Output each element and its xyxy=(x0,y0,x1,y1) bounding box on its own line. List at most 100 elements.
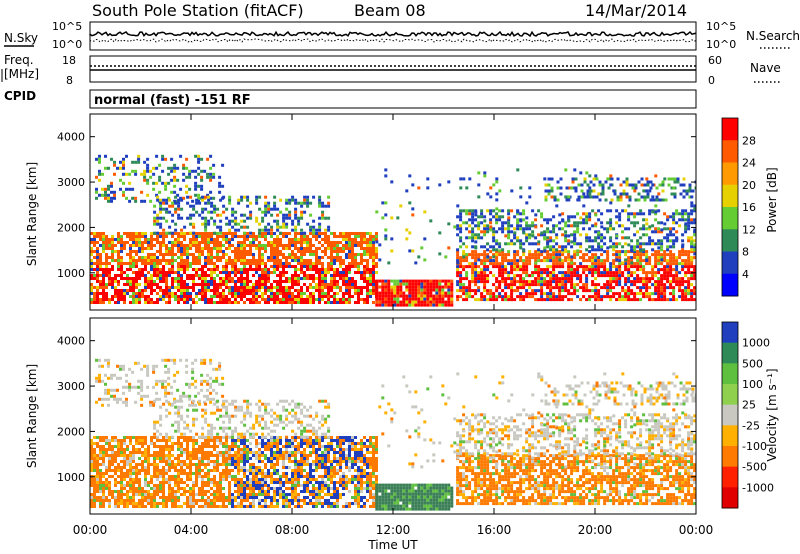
heatmap-cell xyxy=(237,228,241,232)
heatmap-cell xyxy=(559,177,563,181)
heatmap-cell xyxy=(120,292,123,295)
heatmap-cell xyxy=(567,280,571,284)
heatmap-cell xyxy=(348,277,351,280)
heatmap-cell xyxy=(567,242,571,246)
heatmap-cell xyxy=(200,169,204,173)
heatmap-cell xyxy=(333,235,336,238)
heatmap-cell xyxy=(459,227,463,231)
heatmap-cell xyxy=(219,225,223,229)
heatmap-cell xyxy=(93,262,96,265)
heatmap-cell xyxy=(640,177,644,181)
heatmap-cell xyxy=(591,280,595,284)
heatmap-cell xyxy=(192,298,195,301)
heatmap-cell xyxy=(687,289,691,293)
heatmap-cell xyxy=(432,294,436,298)
heatmap-cell xyxy=(186,457,189,460)
heatmap-cell xyxy=(658,198,662,202)
heatmap-cell xyxy=(114,481,117,484)
heatmap-cell xyxy=(243,268,246,271)
heatmap-cell xyxy=(474,289,478,293)
heatmap-cell xyxy=(672,221,676,225)
heatmap-cell xyxy=(423,297,427,301)
heatmap-cell xyxy=(249,253,252,256)
heatmap-cell xyxy=(200,175,204,179)
heatmap-cell xyxy=(519,227,523,231)
heatmap-cell xyxy=(522,209,526,213)
heatmap-cell xyxy=(189,195,193,199)
heatmap-cell xyxy=(237,292,240,295)
heatmap-cell xyxy=(213,265,216,268)
heatmap-cell xyxy=(306,198,310,202)
heatmap-cell xyxy=(264,250,267,253)
heatmap-cell xyxy=(477,195,481,199)
heatmap-cell xyxy=(354,241,357,244)
heatmap-cell xyxy=(651,271,655,275)
heatmap-cell xyxy=(147,247,150,250)
heatmap-cell xyxy=(93,286,96,289)
heatmap-cell xyxy=(634,186,638,190)
heatmap-cell xyxy=(522,231,526,235)
heatmap-cell xyxy=(678,295,682,299)
heatmap-cell xyxy=(249,216,253,220)
heatmap-cell xyxy=(369,283,372,286)
heatmap-cell xyxy=(667,177,671,181)
heatmap-cell xyxy=(185,184,189,188)
heatmap-cell xyxy=(441,300,445,304)
heatmap-cell xyxy=(180,280,183,283)
heatmap-cell xyxy=(321,265,324,268)
heatmap-cell xyxy=(420,282,424,286)
heatmap-cell xyxy=(177,472,180,475)
heatmap-cell xyxy=(135,475,138,478)
heatmap-cell xyxy=(621,230,625,234)
heatmap-cell xyxy=(264,201,268,205)
heatmap-cell xyxy=(378,291,382,295)
heatmap-cell xyxy=(300,268,303,271)
heatmap-cell xyxy=(693,274,696,278)
heatmap-cell xyxy=(159,280,162,283)
heatmap-cell xyxy=(261,298,264,301)
heatmap-cell xyxy=(201,241,204,244)
heatmap-cell xyxy=(549,274,553,278)
heatmap-cell xyxy=(252,283,255,286)
heatmap-cell xyxy=(165,277,168,280)
heatmap-cell xyxy=(483,233,487,237)
heatmap-cell xyxy=(651,298,655,302)
heatmap-cell xyxy=(291,265,294,268)
heatmap-cell xyxy=(270,292,273,295)
heatmap-cell xyxy=(210,204,214,208)
heatmap-cell xyxy=(186,283,189,286)
heatmap-cell xyxy=(147,502,150,505)
heatmap-cell xyxy=(243,241,246,244)
heatmap-cell xyxy=(180,478,183,481)
heatmap-cell xyxy=(498,280,502,284)
heatmap-cell xyxy=(645,277,649,281)
heatmap-cell xyxy=(666,218,670,222)
heatmap-cell xyxy=(162,289,165,292)
heatmap-cell xyxy=(672,259,676,263)
heatmap-cell xyxy=(604,198,608,202)
heatmap-cell xyxy=(96,460,99,463)
heatmap-cell xyxy=(141,235,144,238)
heatmap-cell xyxy=(111,253,114,256)
heatmap-cell xyxy=(126,460,129,463)
heatmap-cell xyxy=(107,184,110,188)
heatmap-cell xyxy=(143,175,147,179)
heatmap-cell xyxy=(198,448,201,451)
heatmap-cell xyxy=(375,288,379,292)
heatmap-cell xyxy=(162,505,165,508)
heatmap-cell xyxy=(678,250,682,254)
heatmap-cell xyxy=(129,235,132,238)
heatmap-cell xyxy=(369,256,372,259)
heatmap-cell xyxy=(279,231,283,235)
heatmap-cell xyxy=(255,295,258,298)
heatmap-cell xyxy=(564,277,568,281)
heatmap-cell xyxy=(117,268,120,271)
heatmap-cell xyxy=(96,457,99,460)
heatmap-cell xyxy=(324,295,327,298)
heatmap-cell xyxy=(495,221,499,225)
heatmap-cell xyxy=(294,201,298,205)
heatmap-cell xyxy=(183,463,186,466)
heatmap-cell xyxy=(237,268,240,271)
heatmap-cell xyxy=(117,475,120,478)
heatmap-cell xyxy=(168,469,171,472)
